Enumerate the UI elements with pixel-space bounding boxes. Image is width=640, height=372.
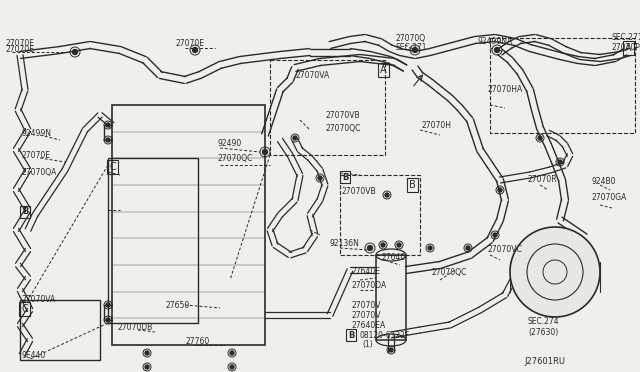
Text: 27070QC: 27070QC (218, 154, 253, 163)
Circle shape (106, 138, 110, 142)
Bar (112, 105, 265, 345)
Text: 27070DA: 27070DA (352, 280, 387, 289)
Circle shape (385, 193, 389, 197)
Text: 27070QA: 27070QA (22, 167, 58, 176)
Text: 27760: 27760 (185, 337, 209, 346)
Circle shape (106, 123, 110, 127)
Text: 27070VB: 27070VB (342, 187, 376, 196)
Text: 92499N: 92499N (22, 128, 52, 138)
Text: 27070E: 27070E (5, 38, 34, 48)
Circle shape (381, 243, 385, 247)
Circle shape (293, 136, 297, 140)
Text: 92136N: 92136N (330, 238, 360, 247)
Circle shape (428, 246, 432, 250)
Text: 27070QC: 27070QC (325, 124, 360, 132)
Circle shape (495, 48, 499, 52)
Text: 27640EA: 27640EA (352, 321, 387, 330)
Text: C: C (21, 304, 28, 314)
Text: 92490: 92490 (218, 138, 243, 148)
Bar (340, 175, 420, 255)
Text: 27070E: 27070E (175, 38, 204, 48)
Text: 27070H: 27070H (422, 121, 452, 129)
Text: 27070Q: 27070Q (395, 33, 425, 42)
Text: 27070GA: 27070GA (592, 193, 627, 202)
Circle shape (413, 48, 417, 52)
Text: SEC.271: SEC.271 (395, 42, 426, 51)
Circle shape (72, 49, 77, 55)
Bar (270, 60, 385, 155)
Bar (20, 300, 100, 360)
Text: 27070E: 27070E (5, 45, 34, 55)
Text: 9E440: 9E440 (22, 350, 46, 359)
Text: 27640E: 27640E (352, 267, 381, 276)
Bar (490, 38, 635, 133)
Circle shape (106, 318, 110, 322)
Text: 27070P: 27070P (612, 44, 640, 52)
Text: 27070R: 27070R (528, 176, 557, 185)
Circle shape (510, 227, 600, 317)
Circle shape (106, 303, 110, 307)
Text: 27650: 27650 (165, 301, 189, 310)
Circle shape (466, 246, 470, 250)
Text: (27630): (27630) (528, 327, 558, 337)
Circle shape (367, 246, 372, 250)
Circle shape (193, 48, 198, 52)
Circle shape (230, 351, 234, 355)
Text: J27601RU: J27601RU (524, 357, 565, 366)
Circle shape (558, 160, 562, 164)
Text: 27070VC: 27070VC (488, 246, 523, 254)
Circle shape (230, 365, 234, 369)
Circle shape (145, 351, 149, 355)
Text: SEC.271: SEC.271 (612, 33, 640, 42)
Circle shape (397, 243, 401, 247)
Bar (108, 158, 198, 323)
Text: 27070V: 27070V (352, 301, 381, 310)
Text: B: B (22, 208, 28, 217)
Circle shape (498, 188, 502, 192)
Text: SEC.274: SEC.274 (528, 317, 559, 327)
Text: 27070QC: 27070QC (432, 267, 467, 276)
Text: B: B (342, 173, 348, 182)
Circle shape (145, 365, 149, 369)
Text: 27070VB: 27070VB (325, 110, 360, 119)
Circle shape (389, 348, 393, 352)
Text: (1): (1) (362, 340, 372, 350)
Text: 08120-6122F: 08120-6122F (360, 330, 410, 340)
Bar (376, 255, 406, 340)
Circle shape (493, 233, 497, 237)
Text: 27070E: 27070E (22, 151, 51, 160)
Text: 924B0: 924B0 (592, 177, 616, 186)
Text: 92499NA: 92499NA (478, 38, 513, 46)
Text: A: A (380, 65, 387, 75)
Circle shape (538, 136, 542, 140)
Text: A: A (625, 43, 632, 53)
Text: C: C (109, 162, 116, 172)
Text: B: B (409, 180, 416, 190)
Circle shape (318, 176, 322, 180)
Circle shape (262, 150, 268, 154)
Text: 27070HA: 27070HA (488, 86, 524, 94)
Text: 27070VA: 27070VA (22, 295, 56, 305)
Text: 27070V: 27070V (352, 311, 381, 320)
Text: 27640: 27640 (382, 253, 406, 263)
Text: 27070VA: 27070VA (295, 71, 329, 80)
Text: 27070DB: 27070DB (118, 324, 153, 333)
Text: B: B (348, 330, 355, 340)
